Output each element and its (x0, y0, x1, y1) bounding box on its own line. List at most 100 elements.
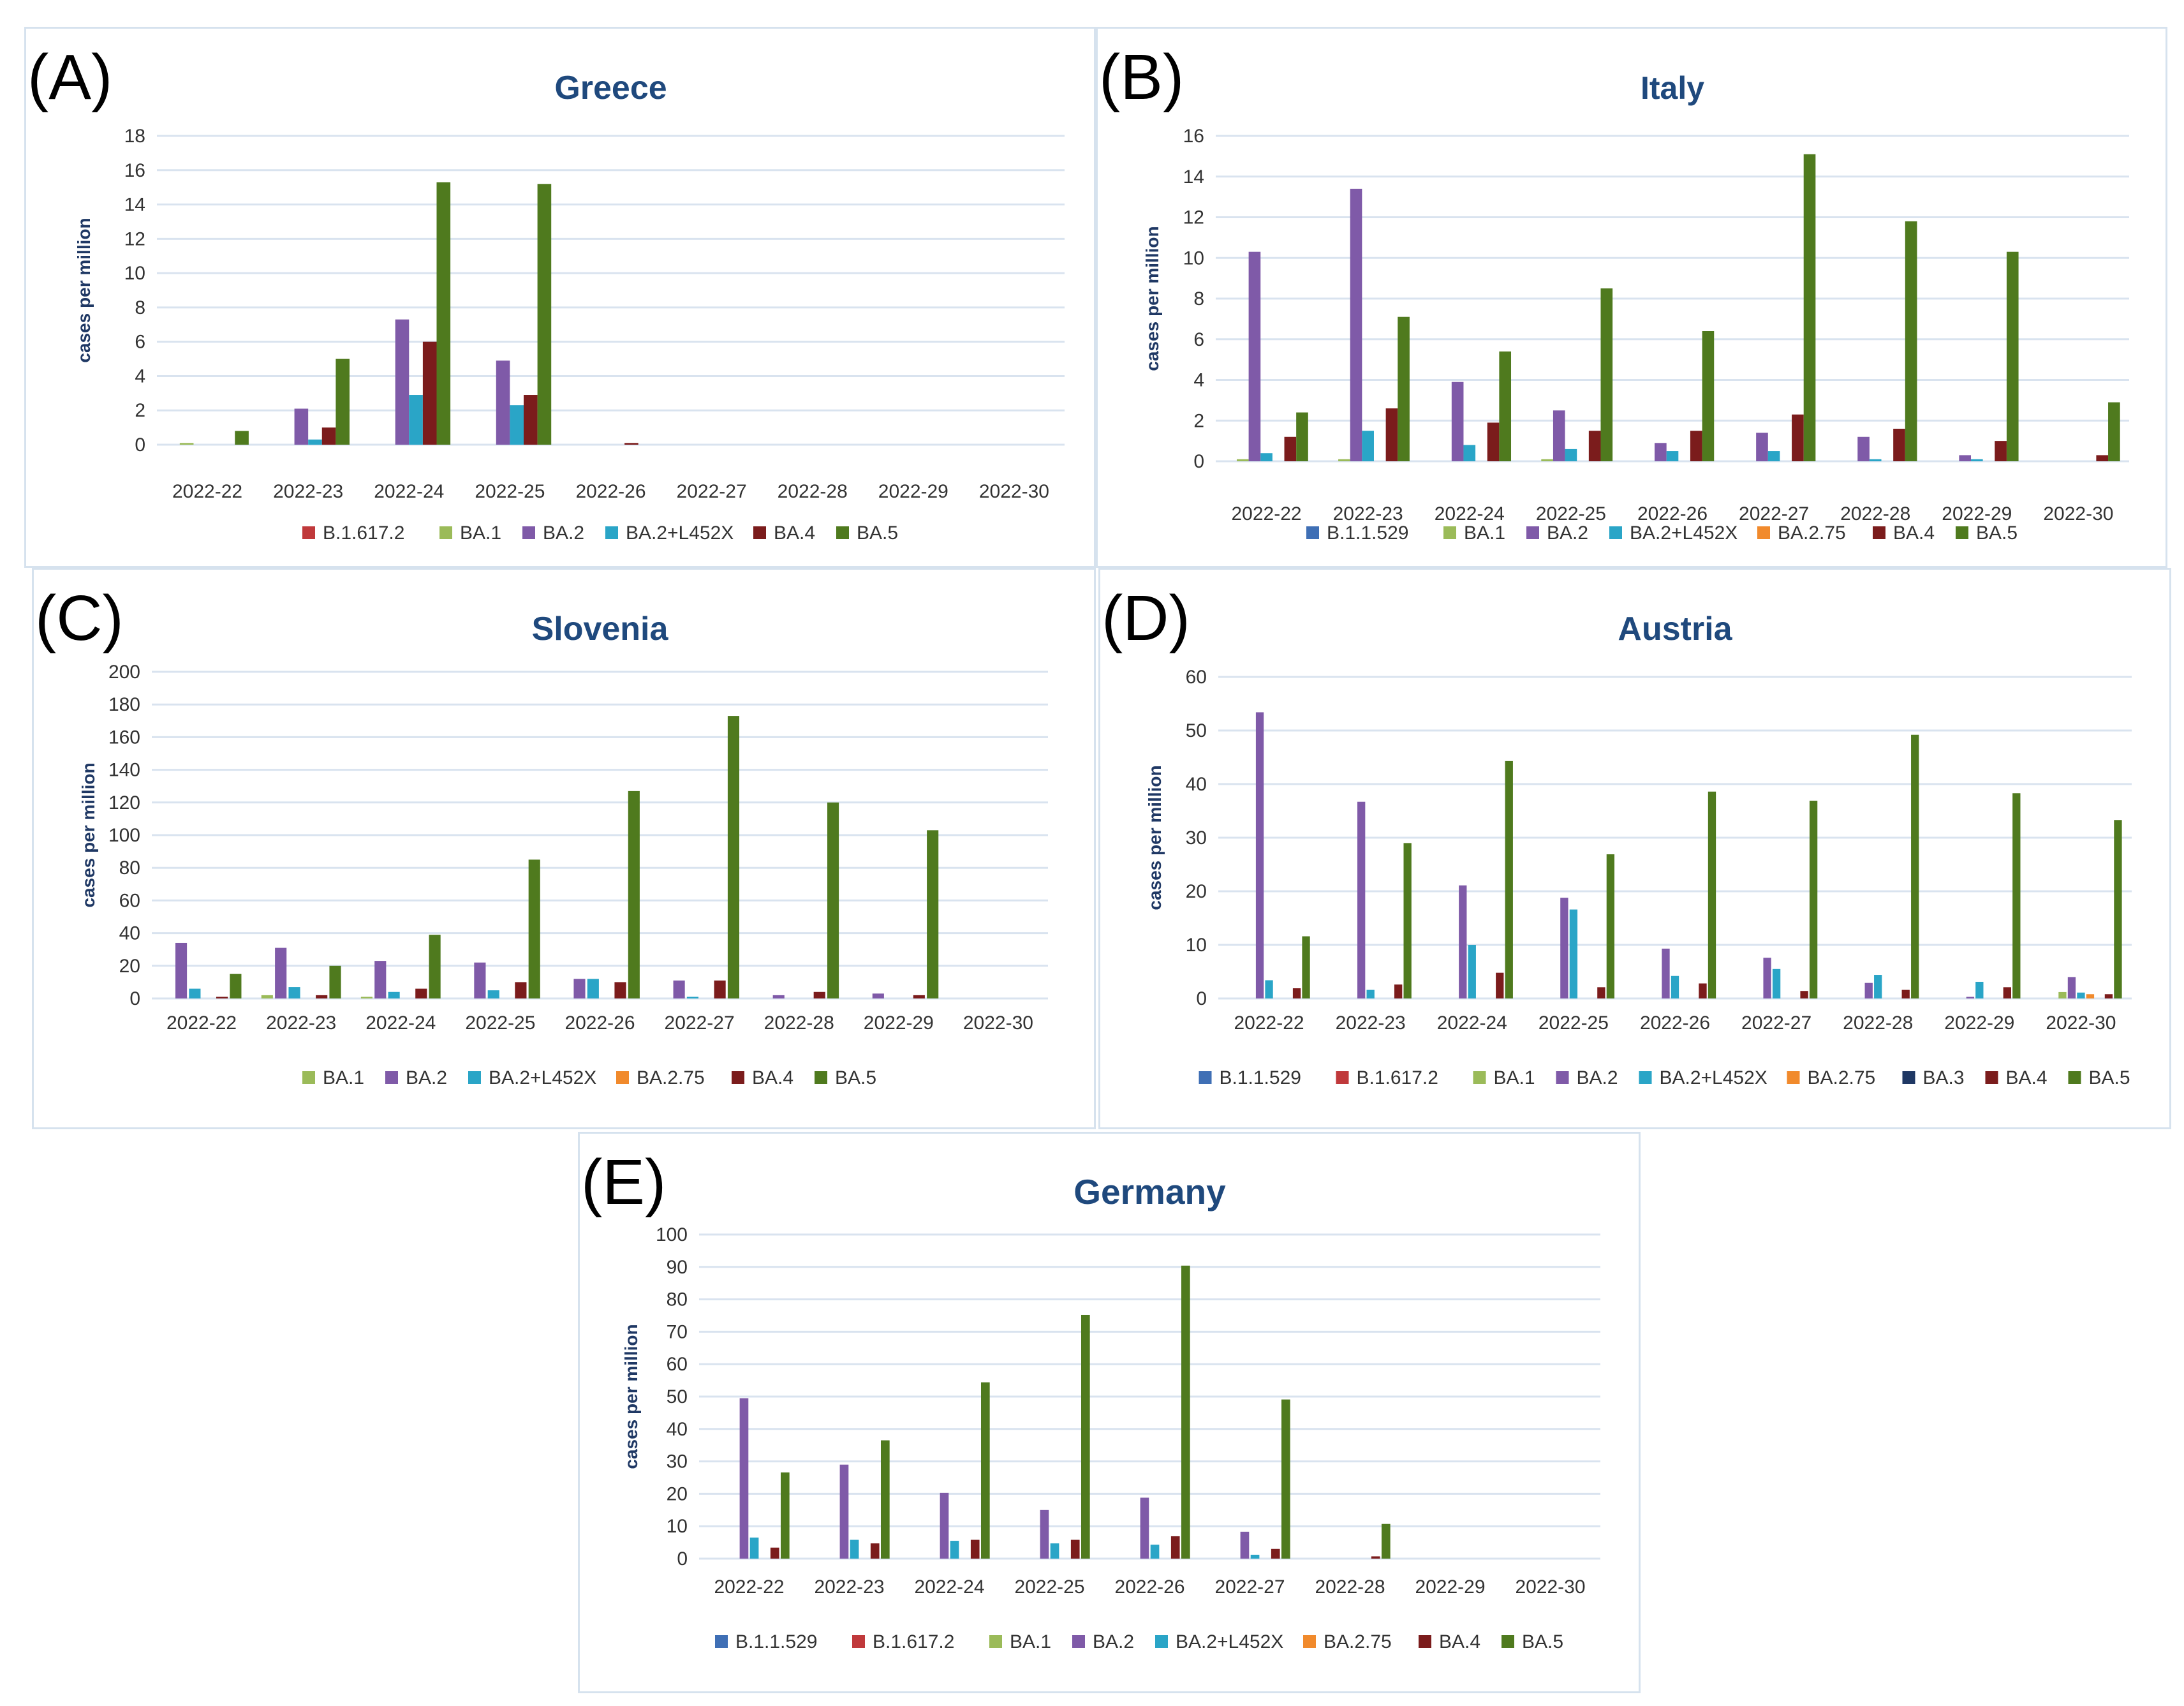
austria-bar (1255, 712, 1264, 998)
slovenia-bar (415, 988, 427, 998)
slovenia-legend-label: BA.2+L452X (489, 1067, 596, 1088)
austria-bar (1366, 990, 1375, 998)
greece-legend-swatch (836, 526, 849, 539)
slovenia-chart-title: Slovenia (532, 611, 669, 648)
greece-bar (537, 184, 552, 445)
austria-bar (1505, 760, 1513, 998)
germany-bar (880, 1440, 890, 1559)
germany-y-tick-label: 70 (667, 1321, 688, 1342)
italy-y-tick-label: 10 (1183, 248, 1204, 269)
greece-y-axis-label: cases per million (74, 218, 94, 362)
italy-legend-swatch (1609, 526, 1622, 539)
germany-legend-label: B.1.617.2 (873, 1631, 954, 1652)
greece-bar (523, 395, 538, 445)
slovenia-bar (388, 991, 400, 998)
austria-legend-swatch (1473, 1071, 1486, 1084)
germany-legend-swatch (1303, 1635, 1316, 1648)
italy-y-axis-label: cases per million (1142, 226, 1162, 371)
slovenia-legend-swatch (815, 1071, 827, 1084)
germany-bar (850, 1539, 859, 1559)
slovenia-y-tick-label: 180 (108, 694, 140, 715)
germany-bar (749, 1537, 759, 1559)
germany-bar (870, 1543, 880, 1559)
italy-bar (1553, 410, 1565, 461)
slovenia-legend-label: BA.2.75 (637, 1067, 705, 1088)
greece-bar (294, 408, 309, 445)
italy-y-tick-label: 12 (1183, 207, 1204, 228)
slovenia-bar (772, 995, 785, 998)
slovenia-bar (913, 995, 925, 998)
greece-x-tick-label: 2022-24 (374, 481, 444, 502)
italy-bar (1666, 451, 1679, 461)
italy-legend-swatch (1873, 526, 1885, 539)
austria-y-tick-label: 10 (1186, 935, 1207, 956)
slovenia-y-tick-label: 60 (119, 890, 140, 911)
slovenia-y-tick-label: 20 (119, 956, 140, 977)
austria-panel-label: (D) (1102, 582, 1190, 654)
greece-bar (409, 395, 423, 445)
slovenia-x-tick-label: 2022-27 (665, 1012, 735, 1034)
austria-bar (1302, 936, 1310, 998)
slovenia-bar (827, 802, 839, 998)
greece-legend-swatch (302, 526, 315, 539)
italy-bar (2108, 402, 2120, 461)
germany-y-tick-label: 30 (667, 1451, 688, 1472)
italy-bar (1385, 408, 1398, 461)
austria-bar (1468, 945, 1476, 998)
italy-chart-title: Italy (1641, 70, 1704, 106)
slovenia-panel-label: (C) (35, 582, 124, 654)
austria-bar (1597, 987, 1605, 998)
panel-germany: (E) Germany cases per million 0 10 20 30 40 50 60… (578, 1132, 1641, 1693)
italy-bar (2006, 251, 2019, 461)
italy-bar (1803, 154, 1816, 461)
germany-legend-label: BA.4 (1439, 1631, 1480, 1652)
italy-legend-label: BA.2.75 (1778, 523, 1846, 544)
greece-legend-label: B.1.617.2 (323, 523, 404, 544)
slovenia-x-tick-label: 2022-23 (266, 1012, 336, 1034)
italy-bar (1296, 412, 1308, 461)
italy-x-tick-label: 2022-23 (1333, 503, 1403, 524)
italy-bar (1869, 459, 1882, 461)
slovenia-bar (714, 980, 726, 998)
austria-x-tick-label: 2022-26 (1640, 1012, 1710, 1034)
austria-bar (1496, 972, 1504, 998)
italy-bar (1248, 251, 1261, 461)
slovenia-legend-swatch (385, 1071, 398, 1084)
austria-bar (1403, 843, 1412, 998)
italy-bar (1702, 331, 1715, 461)
germany-y-tick-label: 10 (667, 1516, 688, 1537)
greece-x-tick-label: 2022-25 (475, 481, 545, 502)
austria-bar (2012, 793, 2021, 998)
germany-legend-swatch (715, 1635, 728, 1648)
austria-legend-label: BA.2 (1577, 1067, 1618, 1088)
austria-bar (1699, 983, 1707, 998)
austria-bar (1560, 898, 1568, 998)
slovenia-y-tick-label: 40 (119, 923, 140, 944)
slovenia-legend-label: BA.5 (835, 1067, 876, 1088)
germany-x-tick-label: 2022-29 (1415, 1576, 1485, 1598)
austria-bar (1459, 885, 1467, 998)
slovenia-bar (673, 980, 685, 998)
greece-legend-label: BA.5 (857, 523, 898, 544)
germany-bar (970, 1539, 980, 1559)
italy-bar (1600, 288, 1613, 461)
greece-legend-label: BA.4 (774, 523, 815, 544)
slovenia-bar (573, 979, 586, 998)
germany-y-tick-label: 90 (667, 1257, 688, 1278)
italy-legend-label: BA.2 (1547, 523, 1588, 544)
germany-legend-label: BA.2.75 (1324, 1631, 1392, 1652)
austria-y-tick-label: 50 (1186, 720, 1207, 741)
greece-x-tick-label: 2022-28 (778, 481, 848, 502)
germany-legend-label: B.1.1.529 (735, 1631, 817, 1652)
italy-legend-label: BA.1 (1464, 523, 1505, 544)
austria-legend-swatch (1639, 1071, 1652, 1084)
austria-x-tick-label: 2022-22 (1234, 1012, 1304, 1034)
italy-bar (1565, 449, 1577, 461)
germany-bar (780, 1472, 790, 1559)
germany-bar (1070, 1539, 1080, 1559)
italy-x-tick-label: 2022-30 (2043, 503, 2113, 524)
italy-bar (1463, 445, 1476, 461)
austria-bar (1394, 984, 1403, 998)
italy-legend-swatch (1757, 526, 1770, 539)
germany-bar (739, 1398, 749, 1559)
